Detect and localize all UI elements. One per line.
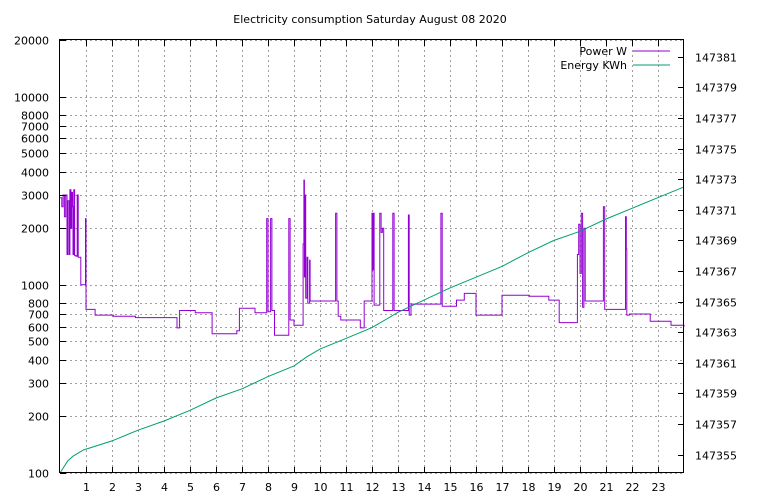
y2-tick-label: 147375 (695, 144, 737, 157)
x-tick-label: 6 (213, 481, 220, 494)
x-tick-label: 15 (444, 481, 458, 494)
chart-title: Electricity consumption Saturday August … (233, 13, 506, 26)
y-tick-label: 5000 (21, 148, 49, 161)
legend-label-energy: Energy KWh (560, 59, 627, 72)
y2-tick-label: 147367 (695, 266, 737, 279)
x-tick-label: 16 (470, 481, 484, 494)
y-tick-label: 7000 (21, 121, 49, 134)
x-tick-label: 20 (574, 481, 588, 494)
x-tick-label: 8 (265, 481, 272, 494)
x-tick-label: 12 (366, 481, 380, 494)
y2-tick-label: 147361 (695, 358, 737, 371)
x-tick-label: 17 (496, 481, 510, 494)
y-tick-label: 10000 (14, 92, 49, 105)
x-tick-label: 23 (652, 481, 666, 494)
y-tick-label: 300 (28, 378, 49, 391)
x-tick-label: 10 (314, 481, 328, 494)
x-tick-label: 22 (626, 481, 640, 494)
y2-tick-label: 147369 (695, 235, 737, 248)
x-tick-label: 2 (109, 481, 116, 494)
x-tick-label: 3 (135, 481, 142, 494)
x-tick-label: 5 (187, 481, 194, 494)
y2-tick-label: 147363 (695, 327, 737, 340)
x-tick-label: 7 (239, 481, 246, 494)
y2-tick-label: 147365 (695, 297, 737, 310)
plot-frame (59, 39, 684, 473)
y-tick-label: 3000 (21, 190, 49, 203)
y2-tick-label: 147381 (695, 52, 737, 65)
x-tick-label: 19 (548, 481, 562, 494)
y-tick-label: 100 (28, 468, 49, 481)
x-tick-label: 4 (161, 481, 168, 494)
y-tick-label: 4000 (21, 167, 49, 180)
y-tick-label: 200 (28, 411, 49, 424)
y2-tick-label: 147379 (695, 82, 737, 95)
y2-tick-label: 147371 (695, 205, 737, 218)
y2-tick-label: 147377 (695, 113, 737, 126)
y2-tick-label: 147355 (695, 450, 737, 463)
y-tick-label: 8000 (21, 110, 49, 123)
y-tick-label: 400 (28, 355, 49, 368)
y2-tick-label: 147357 (695, 419, 737, 432)
legend: Power W Energy KWh (560, 45, 670, 72)
x-tick-label: 18 (522, 481, 536, 494)
x-tick-label: 9 (291, 481, 298, 494)
energy-series-line (59, 186, 685, 474)
y-tick-label: 20000 (14, 35, 49, 48)
x-tick-label: 11 (340, 481, 354, 494)
y-tick-label: 1000 (21, 280, 49, 293)
x-tick-label: 14 (418, 481, 432, 494)
y2-tick-label: 147359 (695, 388, 737, 401)
x-tick-label: 13 (392, 481, 406, 494)
y-tick-label: 600 (28, 322, 49, 335)
power-series-line (60, 179, 685, 336)
x-tick-label: 1 (83, 481, 90, 494)
y-tick-label: 700 (28, 309, 49, 322)
x-tick-label: 21 (600, 481, 614, 494)
y-tick-label: 2000 (21, 223, 49, 236)
tick-layer: 1 2 3 4 5 6 7 8 9 10 11 12 13 14 15 16 17 18 19 20 21 22 23100… (14, 35, 737, 495)
y2-tick-label: 147373 (695, 174, 737, 187)
y-tick-label: 500 (28, 336, 49, 349)
y-tick-label: 6000 (21, 133, 49, 146)
y-tick-label: 800 (28, 298, 49, 311)
series-layer (59, 179, 685, 474)
legend-label-power: Power W (579, 45, 627, 58)
